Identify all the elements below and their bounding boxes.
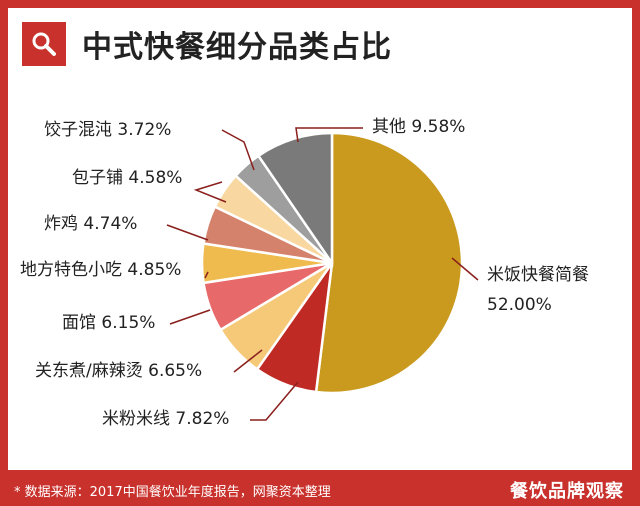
pie-slice <box>314 131 464 395</box>
slice-label: 其他 9.58% <box>372 117 465 137</box>
brand-logo-text: 餐饮品牌观察 <box>510 481 624 502</box>
slice-label: 饺子混沌 3.72% <box>44 120 171 140</box>
leader-line <box>221 129 255 171</box>
leader-line <box>451 257 479 281</box>
leader-line <box>169 309 211 325</box>
leader-line <box>193 181 227 203</box>
leader-line <box>233 349 263 373</box>
slice-label: 面馆 6.15% <box>62 313 155 333</box>
slice-label: 米粉米线 7.82% <box>102 409 229 429</box>
title-row: 中式快餐细分品类占比 <box>22 22 392 66</box>
slice-label: 炸鸡 4.74% <box>44 214 137 234</box>
slice-label: 米饭快餐简餐 52.00% <box>487 265 589 315</box>
slice-label: 包子铺 4.58% <box>72 168 182 188</box>
slice-label: 关东煮/麻辣烫 6.65% <box>35 361 202 381</box>
leader-line <box>166 224 209 241</box>
slice-label: 地方特色小吃 4.85% <box>20 260 181 280</box>
leader-line <box>204 271 209 279</box>
search-icon <box>22 22 66 66</box>
chart-title: 中式快餐细分品类占比 <box>82 30 392 65</box>
leader-line <box>295 127 363 143</box>
leader-line <box>250 381 299 421</box>
data-source-note: * 数据来源：2017中国餐饮业年度报告，网聚资本整理 <box>14 485 331 500</box>
pie-slice <box>256 131 334 268</box>
